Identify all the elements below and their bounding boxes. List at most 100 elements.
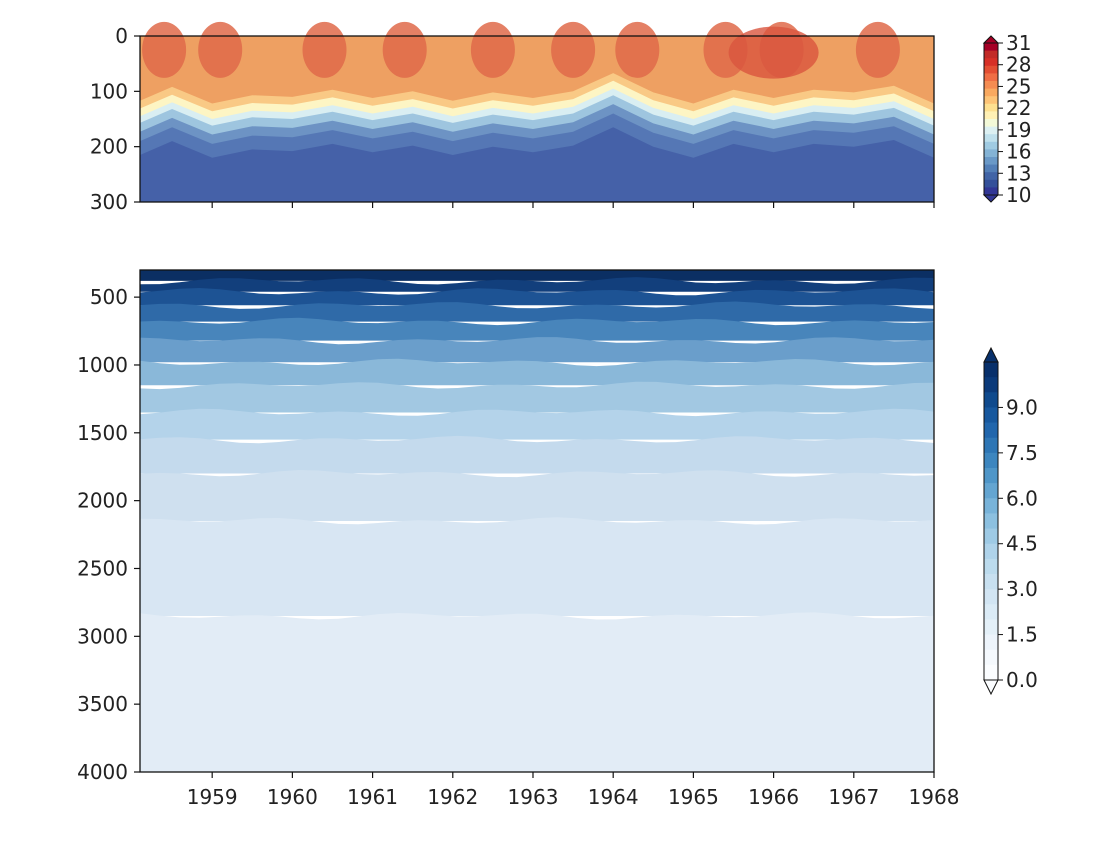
- colorbar-segment: [984, 126, 998, 135]
- upper-warm-core: [302, 21, 347, 78]
- lower-x-tick-label: 1967: [828, 785, 879, 809]
- colorbar-segment: [984, 528, 998, 545]
- upper-warm-core: [551, 21, 596, 78]
- colorbar-tick-label: 6.0: [1006, 486, 1038, 510]
- colorbar-segment: [984, 589, 998, 605]
- colorbar-segment: [984, 179, 998, 188]
- upper-warm-core: [470, 21, 515, 78]
- colorbar-segment: [984, 134, 998, 143]
- lower-colorbar: 9.0 7.5 6.0 4.5 3.0 1.5 0.0: [983, 346, 1038, 696]
- lower-contour-band: [140, 408, 934, 440]
- lower-x-tick-label: 1959: [187, 785, 238, 809]
- colorbar-segment: [984, 498, 998, 515]
- colorbar-segment: [984, 119, 998, 128]
- colorbar-segment: [984, 141, 998, 150]
- colorbar-tick-label: 13: [1006, 161, 1031, 185]
- colorbar-segment: [984, 377, 998, 393]
- colorbar-segment: [984, 437, 998, 454]
- lower-contour-band: [140, 317, 934, 341]
- lower-x-tick-label: 1965: [668, 785, 719, 809]
- colorbar-segment: [984, 664, 998, 681]
- lower-contour-band: [140, 381, 934, 413]
- colorbar-segment: [984, 172, 998, 181]
- lower-contour-band: [140, 470, 934, 521]
- lower-contour-band: [140, 288, 934, 306]
- upper-heatmap: [140, 21, 934, 202]
- lower-y-tick-label: 3500: [77, 692, 128, 716]
- colorbar-segment: [984, 157, 998, 166]
- upper-warm-core: [855, 21, 900, 78]
- colorbar-tick-label: 19: [1006, 118, 1031, 142]
- upper-y-tick-label: 0: [115, 24, 128, 48]
- lower-x-tick-label: 1962: [427, 785, 478, 809]
- upper-warm-core: [615, 21, 660, 78]
- lower-y-tick-label: 2000: [77, 489, 128, 513]
- colorbar-tick-label: 4.5: [1006, 532, 1038, 556]
- colorbar-extend-min: [983, 679, 999, 696]
- colorbar-segment: [984, 73, 998, 82]
- upper-y-tick-label: 100: [90, 79, 128, 103]
- lower-contour-band: [140, 517, 934, 616]
- lower-y-tick-label: 500: [90, 285, 128, 309]
- colorbar-frame: [983, 42, 999, 196]
- lower-contour-band: [140, 337, 934, 363]
- colorbar-segment: [984, 634, 998, 651]
- lower-contour-band: [140, 277, 934, 292]
- colorbar-tick-label: 10: [1006, 183, 1031, 207]
- colorbar-segment: [984, 558, 998, 575]
- colorbar-segment: [984, 50, 998, 59]
- colorbar-tick-label: 7.5: [1006, 441, 1038, 465]
- colorbar-segment: [984, 58, 998, 67]
- colorbar-segment: [984, 619, 998, 636]
- colorbar-segment: [984, 649, 998, 666]
- colorbar-tick-label: 1.5: [1006, 623, 1038, 647]
- lower-x-tick-label: 1966: [748, 785, 799, 809]
- colorbar-segment: [984, 513, 998, 530]
- colorbar-segment: [984, 407, 998, 424]
- colorbar-segment: [984, 392, 998, 409]
- lower-x-tick-label: 1964: [588, 785, 639, 809]
- upper-axes-frame: [139, 35, 935, 203]
- colorbar-segment: [984, 81, 998, 90]
- colorbar-tick-label: 25: [1006, 74, 1031, 98]
- lower-y-tick-label: 4000: [77, 760, 128, 784]
- colorbar-segment: [984, 362, 998, 378]
- lower-y-tick-label: 1000: [77, 353, 128, 377]
- lower-contour-band: [140, 435, 934, 474]
- colorbar-tick-label: 31: [1006, 31, 1031, 55]
- lower-axes-frame: [139, 269, 935, 773]
- colorbar-segment: [984, 111, 998, 120]
- colorbar-tick-label: 28: [1006, 53, 1031, 77]
- lower-y-tick-label: 2500: [77, 556, 128, 580]
- colorbar-segment: [984, 604, 998, 621]
- lower-contour-band: [140, 358, 934, 386]
- colorbar-extend-min: [982, 194, 1000, 203]
- upper-warm-core: [198, 21, 243, 78]
- colorbar-tick-label: 0.0: [1006, 668, 1038, 692]
- lower-x-tick-label: 1960: [267, 785, 318, 809]
- upper-y-tick-label: 200: [90, 135, 128, 159]
- lower-x-tick-label: 1963: [508, 785, 559, 809]
- lower-heatmap: [140, 270, 934, 772]
- colorbar-extend-max: [983, 346, 999, 363]
- lower-y-tick-label: 3000: [77, 624, 128, 648]
- lower-x-tick-label: 1968: [909, 785, 960, 809]
- colorbar-segment: [984, 422, 998, 439]
- colorbar-segment: [984, 43, 998, 52]
- colorbar-segment: [984, 574, 998, 590]
- colorbar-segment: [984, 164, 998, 173]
- colorbar-segment: [984, 468, 998, 484]
- lower-x-tick-label: 1961: [347, 785, 398, 809]
- upper-warm-core: [142, 21, 187, 78]
- colorbar-extend-max: [982, 35, 1000, 44]
- colorbar-tick-label: 16: [1006, 140, 1031, 164]
- colorbar-segment: [984, 65, 998, 74]
- colorbar-segment: [984, 452, 998, 469]
- colorbar-segment: [984, 103, 998, 112]
- colorbar-segment: [984, 483, 998, 499]
- axes-layer: 0 100 200 300 500 1000 1500 2000 2500 3000 3500 400…: [77, 24, 959, 809]
- upper-warm-core: [728, 26, 819, 79]
